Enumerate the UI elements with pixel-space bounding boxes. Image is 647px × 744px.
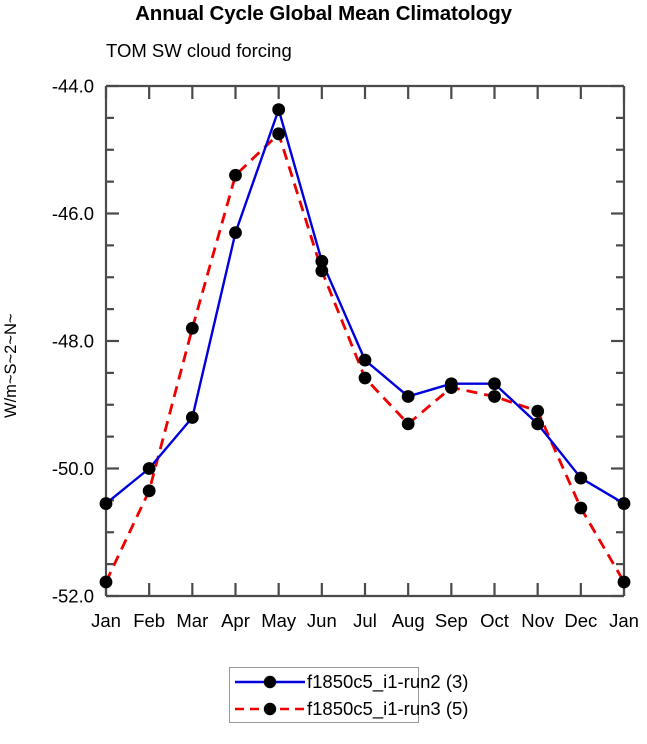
legend-label-1: f1850c5_i1-run3 (5) xyxy=(307,698,469,719)
svg-text:-46.0: -46.0 xyxy=(52,203,94,224)
plot-area: -44.0 -46.0 -48.0 -50.0 -52.0 Jan Feb Mar Apr May… xyxy=(52,76,639,632)
svg-text:Jan: Jan xyxy=(609,610,639,631)
svg-text:-44.0: -44.0 xyxy=(52,76,94,97)
legend-swatch-line-0 xyxy=(235,675,305,689)
svg-text:Nov: Nov xyxy=(521,610,555,631)
svg-text:Apr: Apr xyxy=(221,610,250,631)
svg-text:Feb: Feb xyxy=(133,610,165,631)
svg-text:Aug: Aug xyxy=(392,610,425,631)
svg-text:-52.0: -52.0 xyxy=(52,586,94,607)
legend-label-0: f1850c5_i1-run2 (3) xyxy=(307,671,469,692)
svg-text:-48.0: -48.0 xyxy=(52,331,94,352)
legend-item-1[interactable]: f1850c5_i1-run3 (5) xyxy=(230,695,468,723)
svg-text:Jun: Jun xyxy=(307,610,337,631)
page-title: Annual Cycle Global Mean Climatology xyxy=(135,2,512,25)
chart-subtitle: TOM SW cloud forcing xyxy=(106,40,292,61)
svg-text:Sep: Sep xyxy=(435,610,468,631)
legend: f1850c5_i1-run2 (3) f1850c5_i1-run3 (5) xyxy=(229,667,468,723)
svg-text:Mar: Mar xyxy=(176,610,208,631)
legend-item-0[interactable]: f1850c5_i1-run2 (3) xyxy=(230,668,468,696)
svg-text:May: May xyxy=(261,610,297,631)
svg-text:Oct: Oct xyxy=(480,610,509,631)
legend-swatch-line-1 xyxy=(235,702,305,716)
svg-text:-50.0: -50.0 xyxy=(52,458,94,479)
svg-text:Dec: Dec xyxy=(564,610,597,631)
axes: -44.0 -46.0 -48.0 -50.0 -52.0 Jan Feb Mar Apr May… xyxy=(52,76,639,632)
data-series xyxy=(99,103,631,589)
svg-text:Jul: Jul xyxy=(353,610,377,631)
svg-text:Jan: Jan xyxy=(91,610,121,631)
